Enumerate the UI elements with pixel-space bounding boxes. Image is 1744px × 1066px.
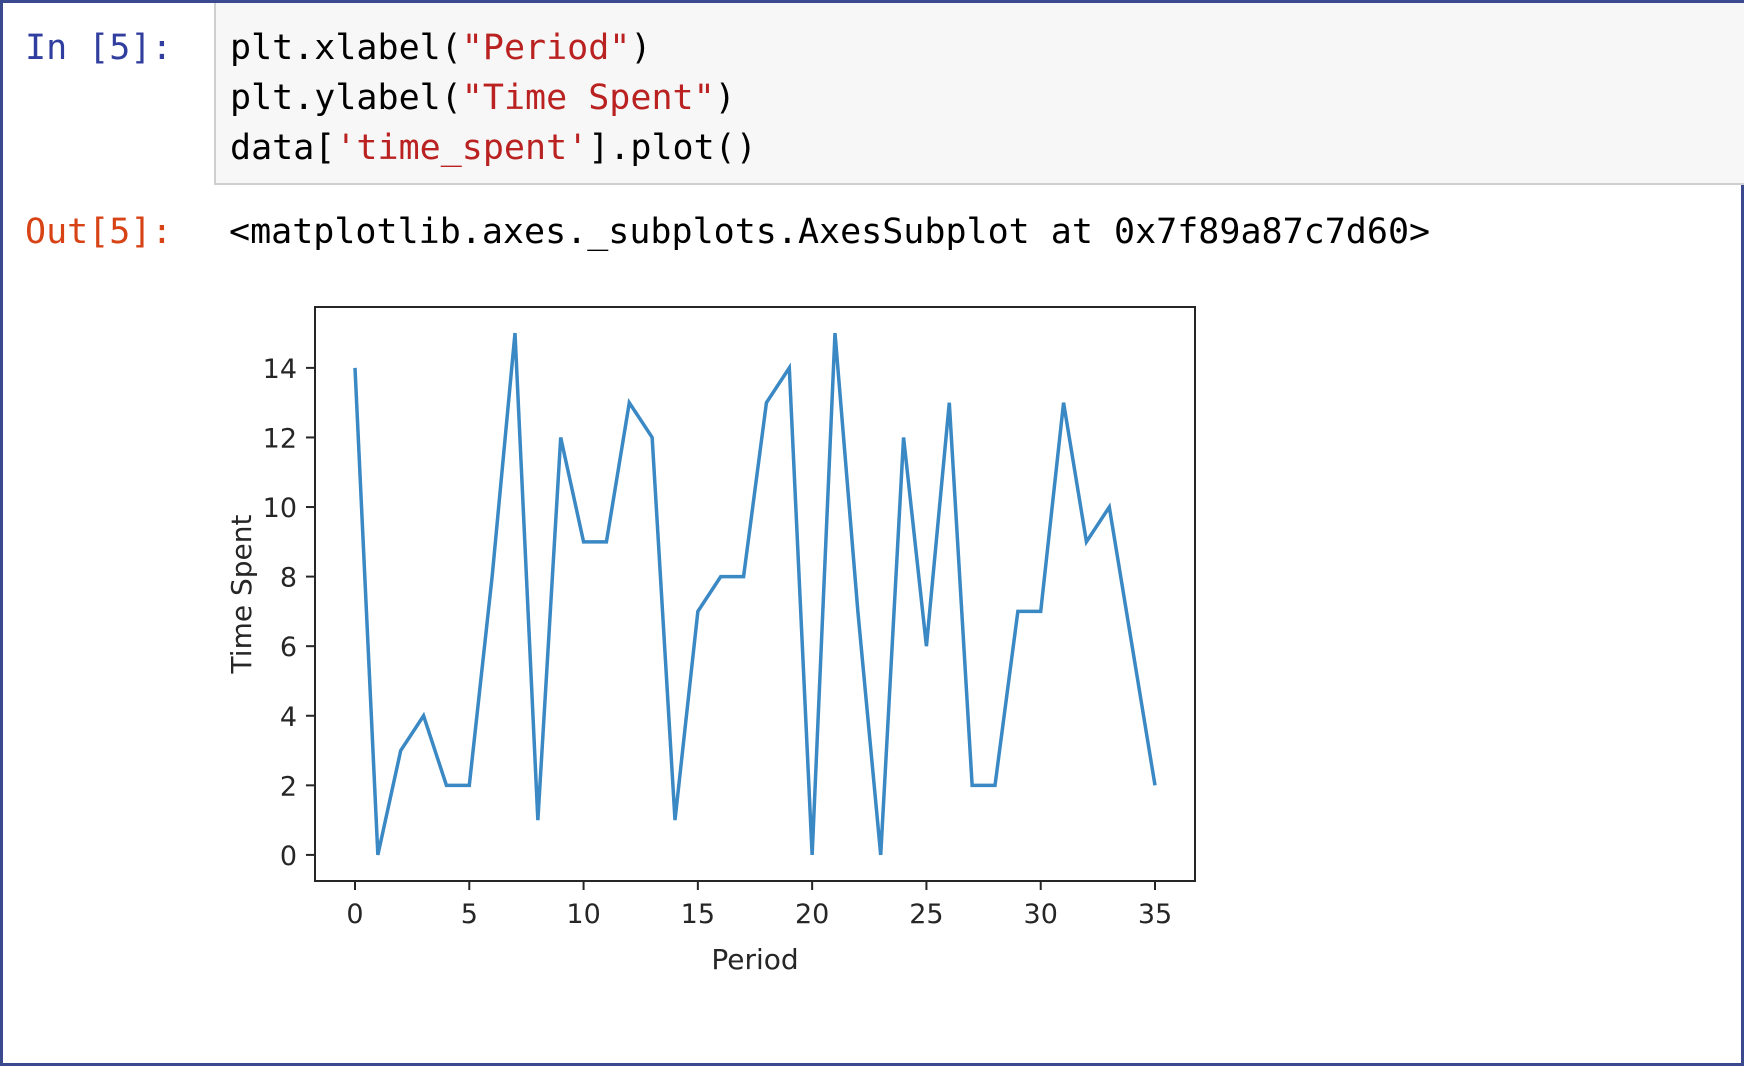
y-tick-label: 6 — [280, 632, 297, 663]
y-tick-label: 4 — [280, 702, 297, 733]
code-token: ].plot() — [588, 128, 757, 168]
y-tick-label: 2 — [280, 771, 297, 802]
plot-layer: 0 5 10 15 20 25 30 35 0 2 4 6 8 10 12 14 Period Time Spen… — [225, 306, 1196, 976]
code-token: plt.ylabel( — [230, 78, 462, 118]
x-tick-label: 5 — [461, 899, 478, 930]
x-tick-label: 25 — [909, 899, 943, 930]
axes-frame — [314, 306, 1196, 882]
y-axis-label: Time Spent — [225, 515, 258, 675]
y-tick-label: 10 — [263, 493, 297, 524]
code-token: plt.xlabel( — [230, 28, 462, 68]
x-tick-label: 10 — [566, 899, 600, 930]
code-string-token: "Period" — [461, 28, 631, 68]
y-tick-label: 14 — [263, 354, 297, 385]
code-block[interactable]: plt.xlabel("Period") plt.ylabel("Time Spe… — [230, 23, 757, 173]
series-line-0 — [353, 332, 1157, 856]
x-tick-label: 30 — [1024, 899, 1058, 930]
x-axis-label: Period — [711, 943, 798, 976]
code-line: plt.ylabel("Time Spent") — [230, 73, 757, 123]
x-tick-label: 0 — [346, 899, 363, 930]
code-string-token: 'time_spent' — [335, 128, 589, 168]
output-text: <matplotlib.axes._subplots.AxesSubplot a… — [229, 212, 1431, 252]
code-input-area[interactable]: plt.xlabel("Period") plt.ylabel("Time Spe… — [214, 3, 1744, 185]
code-token: data[ — [230, 128, 336, 168]
output-prompt: Out[5]: — [25, 212, 173, 252]
code-line: data['time_spent'].plot() — [230, 123, 757, 173]
x-tick-label: 35 — [1138, 899, 1172, 930]
code-string-token: "Time Spent" — [461, 78, 715, 118]
line-chart: 0 5 10 15 20 25 30 35 0 2 4 6 8 10 12 14 Period Time Spen… — [225, 306, 1196, 976]
y-tick-label: 0 — [280, 841, 297, 872]
y-tick-label: 8 — [280, 563, 297, 594]
x-tick-label: 15 — [681, 899, 715, 930]
code-line: plt.xlabel("Period") — [230, 23, 757, 73]
input-prompt: In [5]: — [25, 28, 173, 68]
y-tick-label: 12 — [263, 423, 297, 454]
x-tick-label: 20 — [795, 899, 829, 930]
code-token: ) — [714, 78, 736, 118]
code-token: ) — [630, 28, 652, 68]
